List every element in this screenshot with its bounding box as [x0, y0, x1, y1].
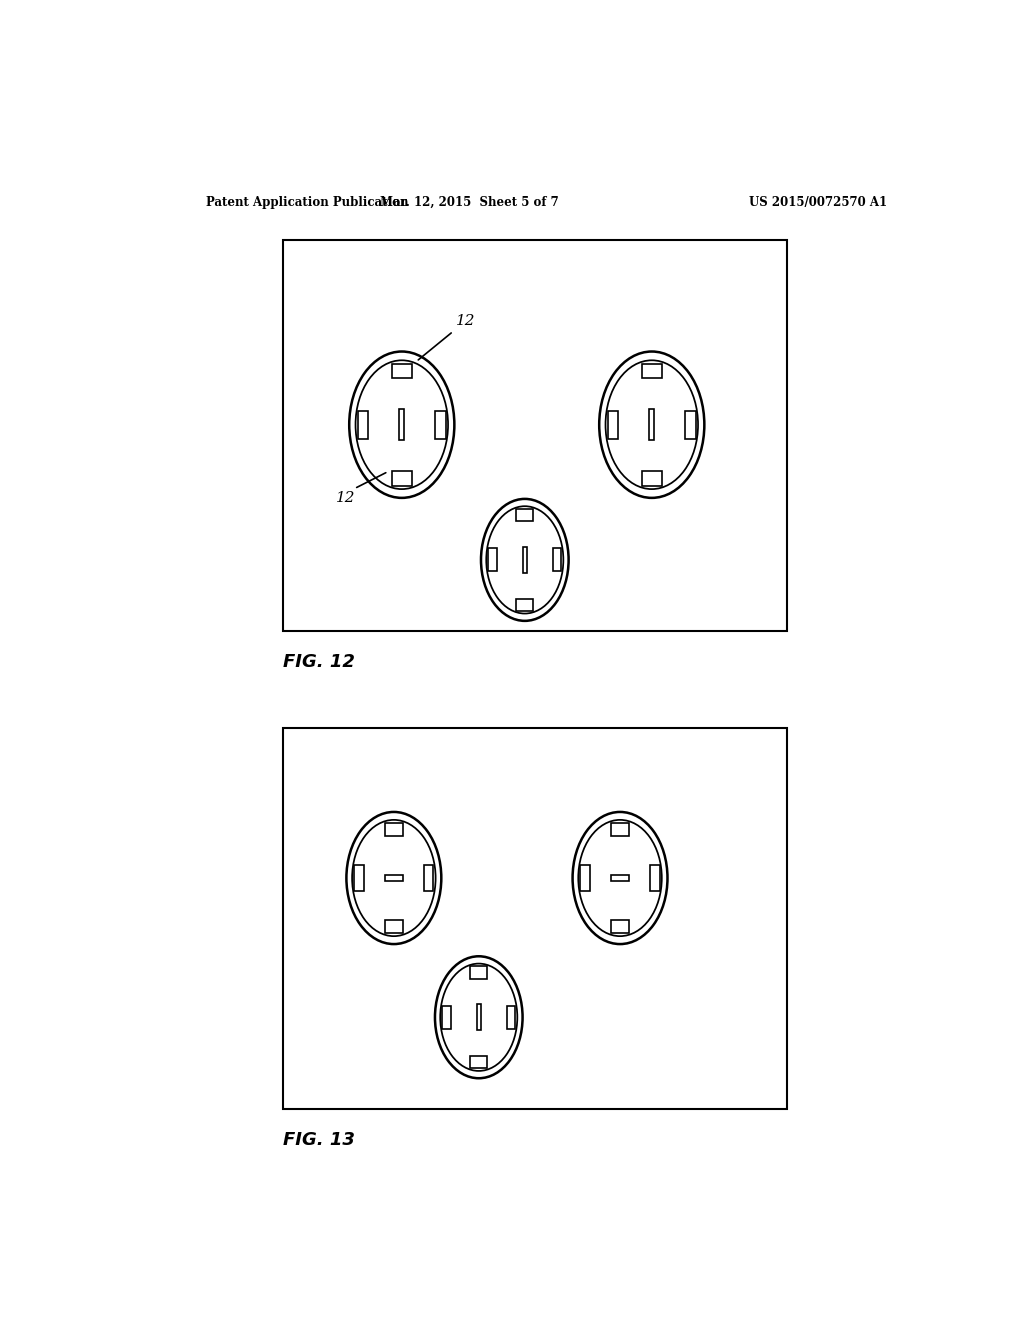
Bar: [488, 548, 497, 572]
Bar: [476, 1005, 481, 1030]
Bar: [649, 409, 654, 440]
Bar: [516, 598, 534, 611]
Bar: [435, 411, 445, 438]
Bar: [642, 471, 662, 486]
Bar: [685, 411, 695, 438]
Bar: [385, 920, 402, 933]
Text: 12: 12: [456, 314, 475, 329]
Bar: [650, 866, 659, 891]
Bar: [385, 875, 402, 882]
Text: FIG. 13: FIG. 13: [283, 1131, 354, 1150]
Text: Patent Application Publication: Patent Application Publication: [206, 195, 409, 209]
Bar: [522, 546, 527, 573]
Bar: [611, 875, 629, 882]
Bar: [611, 822, 629, 836]
Text: 12: 12: [336, 491, 355, 504]
Bar: [553, 548, 561, 572]
Bar: [442, 1006, 451, 1028]
Bar: [399, 409, 404, 440]
Bar: [283, 727, 786, 1109]
Bar: [507, 1006, 515, 1028]
Text: FIG. 12: FIG. 12: [283, 653, 354, 672]
Text: US 2015/0072570 A1: US 2015/0072570 A1: [750, 195, 888, 209]
Bar: [581, 866, 590, 891]
Bar: [611, 920, 629, 933]
Bar: [283, 240, 786, 631]
Bar: [392, 364, 412, 379]
Bar: [354, 866, 364, 891]
Bar: [385, 822, 402, 836]
Bar: [358, 411, 369, 438]
Bar: [642, 364, 662, 379]
Bar: [516, 510, 534, 521]
Bar: [470, 1056, 487, 1068]
Bar: [470, 966, 487, 978]
Bar: [392, 471, 412, 486]
Bar: [608, 411, 618, 438]
Bar: [424, 866, 433, 891]
Text: Mar. 12, 2015  Sheet 5 of 7: Mar. 12, 2015 Sheet 5 of 7: [380, 195, 559, 209]
